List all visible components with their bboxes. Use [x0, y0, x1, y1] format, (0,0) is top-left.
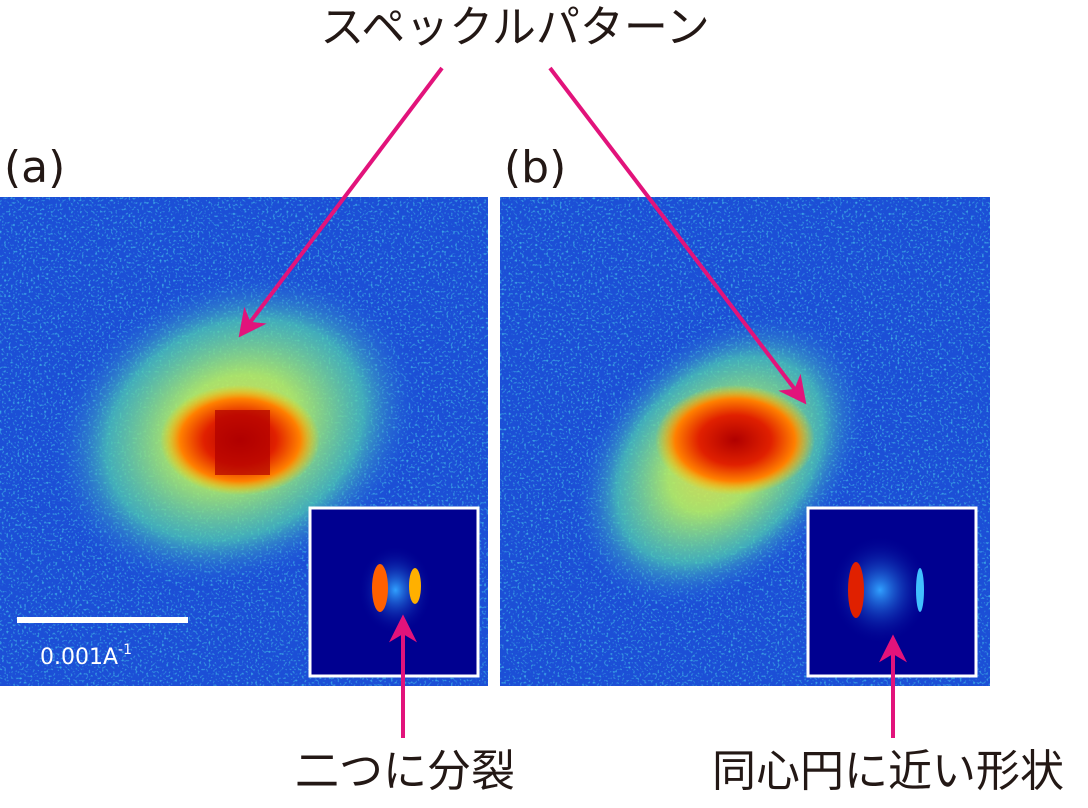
- panel-label: (b): [504, 142, 566, 193]
- note: 同心円に近い形状: [712, 746, 1064, 797]
- image-a: 0.001A-1: [0, 197, 488, 686]
- title: スペックルパターン: [320, 2, 709, 53]
- note: 二つに分裂: [295, 746, 515, 797]
- text: 0.001A: [40, 645, 118, 670]
- panel-label: (a): [4, 142, 65, 193]
- arrows: [238, 66, 907, 738]
- scale-label: 0.001A-1: [40, 642, 132, 670]
- text: -1: [118, 642, 132, 658]
- image-b: [500, 197, 990, 686]
